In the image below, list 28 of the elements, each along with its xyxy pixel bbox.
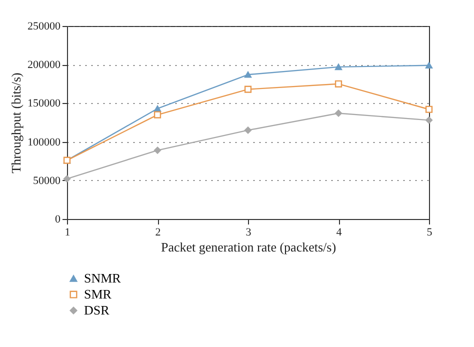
x-tick-label: 2 bbox=[155, 226, 161, 238]
point bbox=[334, 64, 342, 70]
point bbox=[244, 71, 252, 78]
point bbox=[154, 146, 162, 154]
point bbox=[244, 126, 252, 134]
y-tick-label: 50000 bbox=[33, 174, 61, 187]
x-tick-label: 3 bbox=[246, 226, 252, 238]
point bbox=[154, 111, 162, 118]
point bbox=[425, 62, 433, 69]
x-tick-label: 1 bbox=[64, 226, 70, 238]
y-tick-label: 150000 bbox=[28, 98, 61, 110]
y-tick-label: 250000 bbox=[28, 20, 61, 32]
y-tick-label: 200000 bbox=[28, 59, 61, 72]
point bbox=[334, 110, 342, 117]
point bbox=[244, 86, 252, 93]
legend-label: SNMR bbox=[84, 270, 122, 286]
legend-label: DSR bbox=[84, 302, 110, 318]
x-axis-title: Packet generation rate (packets/s) bbox=[160, 240, 336, 254]
point bbox=[425, 106, 433, 113]
y-axis-title: Throughput (bits/s) bbox=[8, 72, 24, 174]
y-tick-label: 0 bbox=[55, 214, 61, 226]
legend-label: SMR bbox=[84, 286, 112, 302]
point bbox=[425, 116, 433, 124]
x-tick-label: 5 bbox=[426, 226, 433, 238]
point bbox=[334, 80, 342, 88]
y-tick-label: 100000 bbox=[28, 136, 61, 148]
point bbox=[63, 175, 71, 182]
x-tick-label: 4 bbox=[336, 226, 342, 238]
